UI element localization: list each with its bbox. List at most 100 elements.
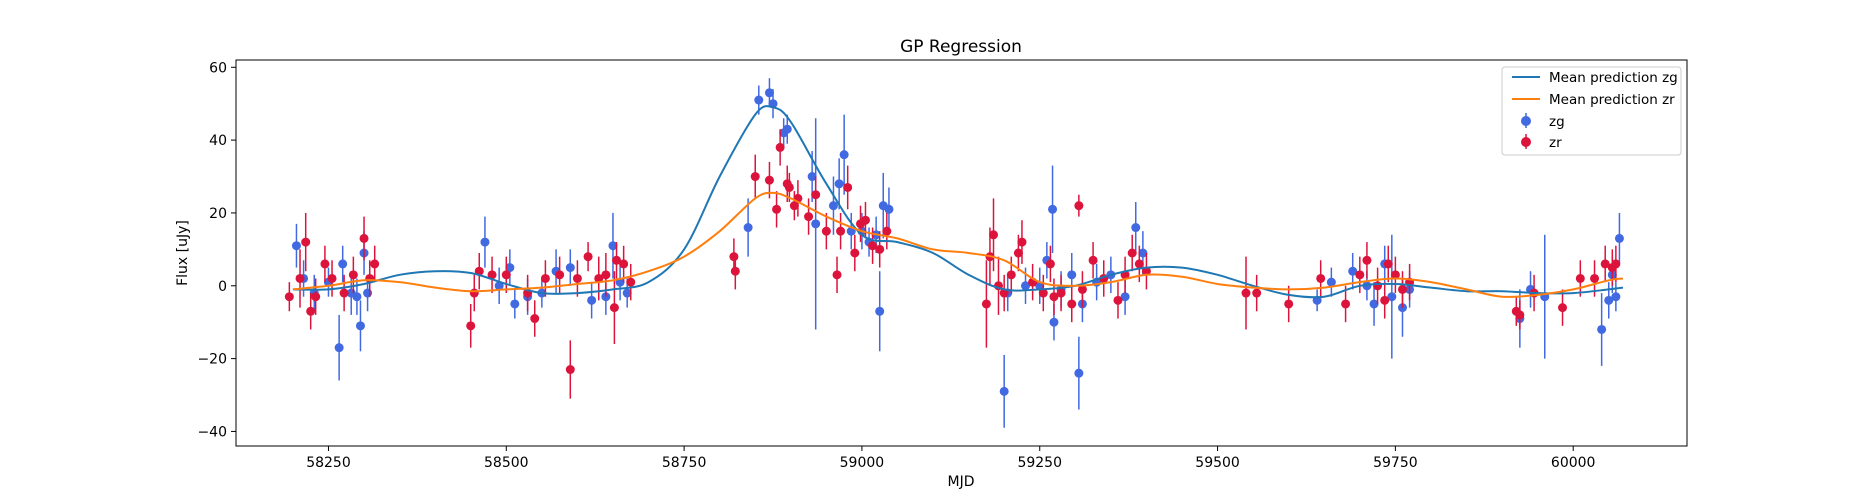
point-zg bbox=[1348, 266, 1358, 276]
point-zg bbox=[811, 219, 821, 229]
point-zr bbox=[501, 270, 511, 280]
point-zg bbox=[565, 263, 575, 273]
x-tick-label: 59750 bbox=[1373, 455, 1418, 471]
chart-title: GP Regression bbox=[900, 37, 1022, 57]
point-zr bbox=[306, 306, 316, 316]
point-zg bbox=[1138, 248, 1148, 258]
series-zr bbox=[284, 129, 1621, 399]
y-tick-label: −20 bbox=[197, 352, 227, 368]
point-zr bbox=[1284, 299, 1294, 309]
point-zr bbox=[1113, 295, 1123, 305]
point-zr bbox=[1380, 295, 1390, 305]
point-zr bbox=[1341, 299, 1351, 309]
point-zr bbox=[1558, 303, 1568, 313]
point-zr bbox=[1134, 259, 1144, 269]
y-tick-label: 60 bbox=[209, 60, 227, 76]
point-zr bbox=[619, 259, 629, 269]
point-zg bbox=[510, 299, 520, 309]
point-zg bbox=[839, 150, 849, 160]
point-zr bbox=[1383, 259, 1393, 269]
point-zr bbox=[1049, 292, 1059, 302]
point-zg bbox=[1387, 292, 1397, 302]
point-zg bbox=[338, 259, 348, 269]
point-zr bbox=[469, 288, 479, 298]
point-zr bbox=[1006, 270, 1016, 280]
point-zr bbox=[1590, 273, 1600, 283]
point-zg bbox=[1611, 292, 1621, 302]
point-zg bbox=[807, 172, 817, 182]
point-zg bbox=[782, 124, 792, 134]
point-zr bbox=[1373, 281, 1383, 291]
point-zg bbox=[608, 241, 618, 251]
point-zr bbox=[295, 273, 305, 283]
x-axis-label: MJD bbox=[948, 474, 975, 490]
point-zr bbox=[730, 266, 740, 276]
point-zr bbox=[1088, 255, 1098, 265]
point-zr bbox=[1390, 270, 1400, 280]
legend-swatch-zg-point bbox=[1521, 116, 1531, 126]
point-zg bbox=[505, 263, 515, 273]
point-zr bbox=[1045, 259, 1055, 269]
point-zr bbox=[1017, 237, 1027, 247]
point-zr bbox=[301, 237, 311, 247]
point-zg bbox=[334, 343, 344, 353]
point-zr bbox=[1056, 288, 1066, 298]
x-tick-label: 59500 bbox=[1195, 455, 1240, 471]
point-zg bbox=[1049, 317, 1059, 327]
point-zg bbox=[1326, 277, 1336, 287]
point-zr bbox=[1141, 266, 1151, 276]
point-zr bbox=[1397, 284, 1407, 294]
legend-swatch-zr-point bbox=[1521, 137, 1531, 147]
point-zg bbox=[754, 95, 764, 105]
mean-prediction-zg-line bbox=[292, 105, 1624, 299]
point-zr bbox=[1355, 270, 1365, 280]
x-tick-label: 58500 bbox=[484, 455, 529, 471]
point-zr bbox=[612, 255, 622, 265]
point-zr bbox=[320, 259, 330, 269]
point-zg bbox=[1074, 368, 1084, 378]
point-zr bbox=[1362, 255, 1372, 265]
point-zr bbox=[565, 365, 575, 375]
point-zg bbox=[352, 292, 362, 302]
point-zr bbox=[284, 292, 294, 302]
point-zr bbox=[626, 277, 636, 287]
legend-label-zr: zr bbox=[1549, 135, 1562, 151]
point-zr bbox=[601, 270, 611, 280]
point-zg bbox=[587, 295, 597, 305]
point-zr bbox=[1241, 288, 1251, 298]
point-zg bbox=[1048, 204, 1058, 214]
point-zr bbox=[811, 190, 821, 200]
point-zg bbox=[828, 201, 838, 211]
point-zr bbox=[999, 288, 1009, 298]
y-tick-label: −40 bbox=[197, 424, 227, 440]
point-zr bbox=[804, 212, 814, 222]
series-zg bbox=[291, 78, 1624, 428]
legend-label-zg: zg bbox=[1549, 114, 1565, 130]
point-zg bbox=[1120, 292, 1130, 302]
point-zr bbox=[989, 230, 999, 240]
point-zr bbox=[784, 182, 794, 192]
point-zr bbox=[1038, 288, 1048, 298]
point-zr bbox=[1127, 248, 1137, 258]
point-zr bbox=[1316, 273, 1326, 283]
point-zr bbox=[1575, 273, 1585, 283]
point-zr bbox=[1013, 248, 1023, 258]
point-zr bbox=[1611, 259, 1621, 269]
point-zg bbox=[834, 179, 844, 189]
point-zr bbox=[832, 270, 842, 280]
point-zr bbox=[466, 321, 476, 331]
point-zr bbox=[729, 252, 739, 262]
point-zr bbox=[750, 172, 760, 182]
point-zg bbox=[291, 241, 301, 251]
x-tick-label: 59000 bbox=[840, 455, 885, 471]
point-zr bbox=[339, 288, 349, 298]
x-axis: 58250 58500 58750 59000 59250 59500 59750 60000 bbox=[306, 446, 1595, 471]
point-zr bbox=[1515, 310, 1525, 320]
point-zr bbox=[1077, 284, 1087, 294]
y-axis-label: Flux [uJy] bbox=[175, 220, 191, 286]
y-axis: −40 −20 0 20 40 60 bbox=[197, 60, 236, 440]
point-zr bbox=[594, 273, 604, 283]
point-zr bbox=[772, 204, 782, 214]
point-zr bbox=[850, 248, 860, 258]
point-zr bbox=[1067, 299, 1077, 309]
